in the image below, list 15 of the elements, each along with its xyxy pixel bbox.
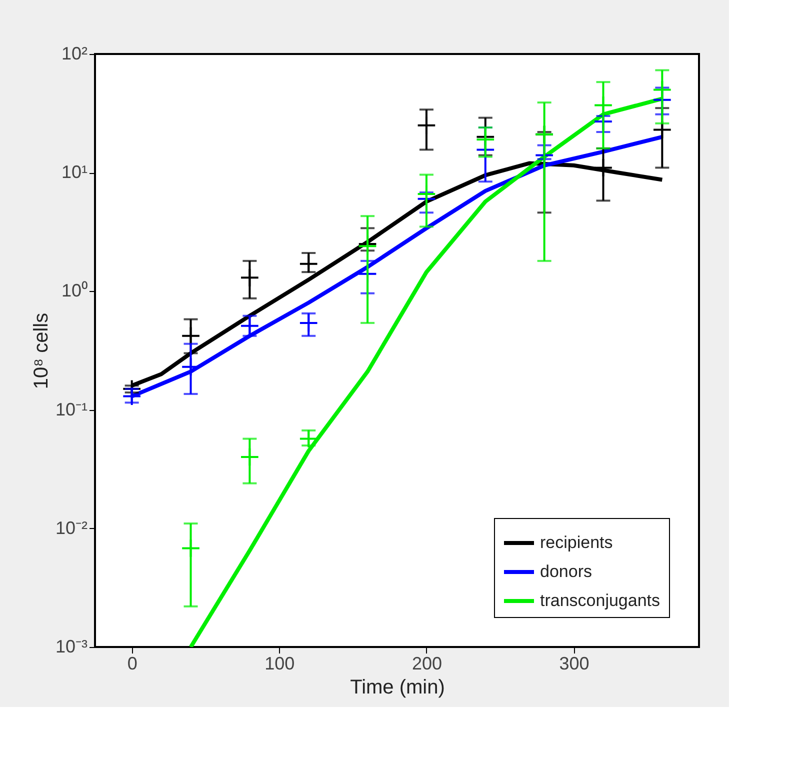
y-tick-label: 10⁰ [61, 280, 88, 301]
x-tick-label: 0 [127, 654, 138, 674]
y-tick-label: 10⁻¹ [55, 399, 88, 420]
legend-label: recipients [540, 533, 613, 552]
x-tick-label: 300 [559, 654, 590, 674]
legend-label: donors [540, 562, 592, 581]
y-axis-title: 10⁸ cells [30, 312, 52, 390]
x-tick-label: 100 [264, 654, 295, 674]
y-tick-label: 10¹ [61, 162, 88, 182]
x-tick-label: 200 [412, 654, 442, 674]
y-tick-label: 10⁻² [55, 518, 88, 538]
y-tick-label: 10⁻³ [55, 636, 88, 656]
legend-label: transconjugants [540, 591, 660, 610]
x-axis-title: Time (min) [350, 676, 445, 698]
y-tick-label: 10² [61, 44, 88, 64]
